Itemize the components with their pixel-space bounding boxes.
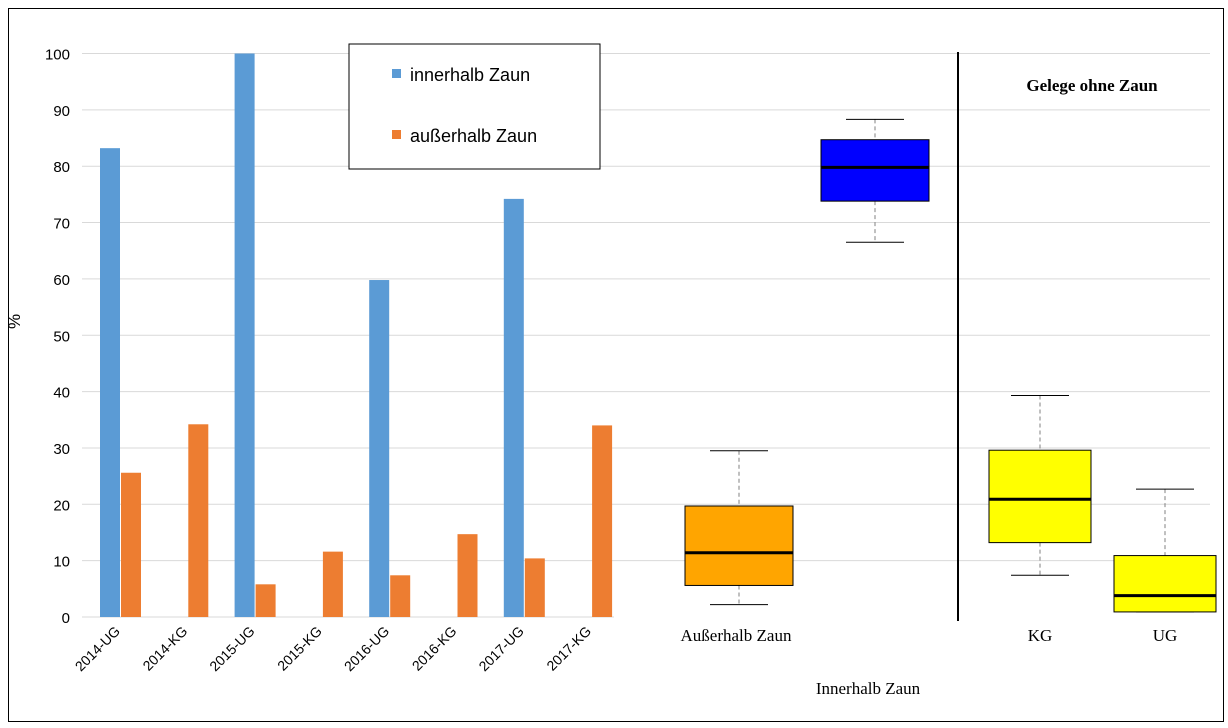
bar-2017-UG-innerhalb [503,198,524,617]
y-tick-label: 60 [53,272,70,289]
x-tick-label: 2014-UG [72,623,123,674]
box-plots: Außerhalb Zaun Innerhalb Zaun KG UG [681,118,1217,698]
y-tick-label: 30 [53,441,70,458]
box-innerhalb-zaun [820,118,930,243]
bar-2014-UG-ausserhalb [121,472,141,617]
x-tick-label: 2017-UG [475,623,526,674]
x-tick-label: 2017-KG [543,623,594,674]
y-tick-label: 20 [53,497,70,514]
box-ausserhalb-zaun [684,450,794,606]
y-tick-label: 0 [62,610,70,627]
box-iqr [988,449,1092,544]
y-tick-label: 80 [53,159,70,176]
x-tick-label: 2015-KG [274,623,325,674]
y-tick-label: 10 [53,554,70,571]
box-ug [1113,488,1217,613]
legend-label-innerhalb: innerhalb Zaun [410,65,530,85]
y-tick-label: 40 [53,385,70,402]
box-iqr [1113,555,1217,613]
bar-2015-KG-ausserhalb [322,551,343,617]
bar-2014-UG-innerhalb [100,148,120,617]
legend-swatch-innerhalb [392,69,401,78]
chart-frame [8,8,1224,722]
y-tick-label: 90 [53,103,70,120]
y-tick-label: 50 [53,328,70,345]
x-tick-label: 2016-KG [409,623,460,674]
box-kg [988,395,1092,576]
box-panel-title: Gelege ohne Zaun [1026,76,1158,95]
x-tick-label: 2016-UG [341,623,392,674]
x-tick-labels: 2014-UG 2014-KG 2015-UG 2015-KG 2016-UG 2016-… [72,623,595,674]
box-label-kg: KG [1028,626,1053,645]
box-iqr [820,139,930,202]
bar-2017-KG-ausserhalb [592,425,613,617]
y-axis: 0 10 20 30 40 50 60 70 80 90 100 [45,47,70,628]
legend-box [348,43,601,170]
x-tick-label: 2014-KG [139,623,190,674]
box-iqr [684,505,794,586]
bar-series [100,53,613,617]
bar-2016-UG-ausserhalb [390,575,411,617]
y-tick-label: 100 [45,47,70,64]
legend: innerhalb Zaun außerhalb Zaun [348,43,601,170]
bar-2016-KG-ausserhalb [457,534,478,617]
legend-swatch-ausserhalb [392,130,401,139]
bar-2014-KG-ausserhalb [188,424,209,617]
bar-2016-UG-innerhalb [369,280,390,617]
y-tick-label: 70 [53,216,70,233]
x-tick-label: 2015-UG [206,623,257,674]
legend-label-ausserhalb: außerhalb Zaun [410,126,537,146]
box-label-innerhalb-zaun: Innerhalb Zaun [816,679,921,698]
bar-2017-UG-ausserhalb [524,558,545,617]
bar-2015-UG-ausserhalb [255,584,276,617]
gridlines [82,53,1210,618]
box-label-ug: UG [1153,626,1178,645]
box-label-ausserhalb-zaun: Außerhalb Zaun [681,626,792,645]
y-axis-label: % [5,314,24,329]
bar-2015-UG-innerhalb [234,53,255,617]
